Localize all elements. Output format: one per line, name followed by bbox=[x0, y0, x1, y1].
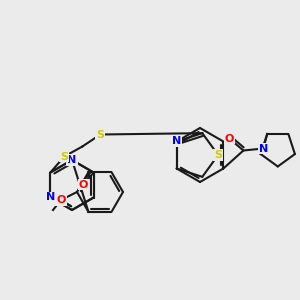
Text: N: N bbox=[259, 143, 268, 154]
Text: N: N bbox=[172, 136, 181, 146]
Text: O: O bbox=[56, 195, 66, 205]
Text: O: O bbox=[79, 179, 88, 190]
Text: S: S bbox=[60, 152, 68, 161]
Text: S: S bbox=[214, 150, 222, 160]
Text: N: N bbox=[46, 193, 55, 202]
Text: N: N bbox=[68, 155, 76, 165]
Text: O: O bbox=[225, 134, 234, 143]
Text: S: S bbox=[96, 130, 104, 140]
